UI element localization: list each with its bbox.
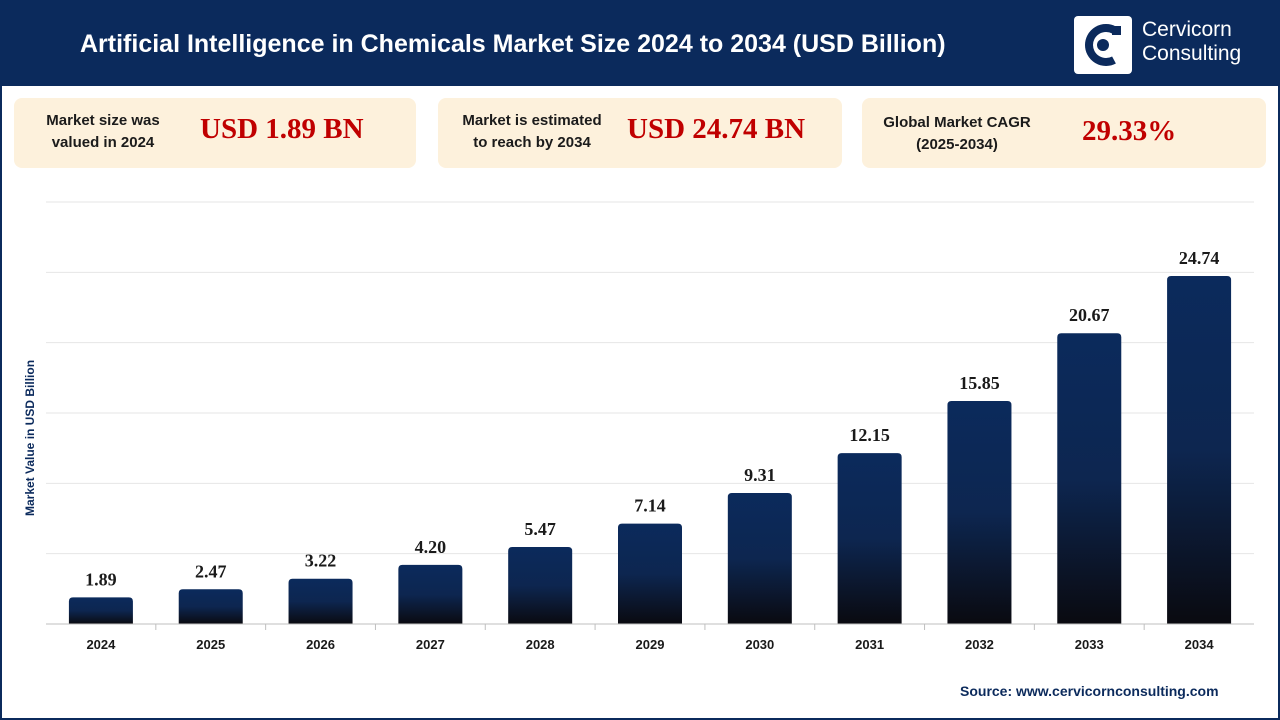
bar-2031 [837,453,902,624]
bar-2033 [1057,333,1122,624]
value-label-2028: 5.47 [524,519,556,539]
value-label-2029: 7.14 [634,496,666,516]
value-label-2033: 20.67 [1069,305,1110,325]
x-tick-label-2030: 2030 [745,637,774,652]
chart-bars [68,275,1232,624]
stat-card-label: Global Market CAGR (2025-2034) [872,112,1042,156]
bar-2032 [947,401,1012,624]
value-label-2031: 12.15 [849,425,890,445]
stat-card-value: USD 24.74 BN [627,113,806,145]
stat-card-label-line: valued in 2024 [51,134,155,151]
stat-card-label-line: Market is estimated [462,112,602,129]
header-banner: Artificial Intelligence in Chemicals Mar… [2,2,1278,86]
bar-2030 [727,493,792,624]
stat-card-label-line: Market size was [46,112,160,129]
value-label-2030: 9.31 [744,465,776,485]
x-tick-label-2029: 2029 [636,637,665,652]
value-label-2034: 24.74 [1179,248,1220,268]
x-tick-label-2026: 2026 [306,637,335,652]
bar-2027 [398,564,463,624]
stat-card-label-line: to reach by 2034 [473,134,591,151]
logo-line-2: Consulting [1142,42,1242,65]
stat-card-value: 29.33% [1082,115,1177,147]
stat-card-label: Market size was valued in 2024 [28,110,178,154]
stat-card-label: Market is estimated to reach by 2034 [444,110,620,154]
stat-card-label-line: (2025-2034) [916,136,998,153]
bar-2034 [1167,275,1232,624]
value-label-2025: 2.47 [195,561,227,581]
y-axis-label: Market Value in USD Billion [23,360,37,516]
bar-2026 [288,578,353,624]
stat-card-label-line: Global Market CAGR [883,114,1031,131]
x-tick-label-2025: 2025 [196,637,225,652]
stat-card-cagr: Global Market CAGR (2025-2034) 29.33% [862,98,1266,168]
value-label-2024: 1.89 [85,569,117,589]
bar-2029 [618,523,682,624]
bar-2025 [178,589,243,624]
x-tick-label-2028: 2028 [526,637,555,652]
chart-gridlines [46,201,1254,555]
logo-line-1: Cervicorn [1142,18,1232,41]
bar-2024 [68,597,133,624]
value-label-2026: 3.22 [305,551,337,571]
x-tick-label-2027: 2027 [416,637,445,652]
bar-2028 [508,547,573,624]
chart-x-tick-labels: 2024 2025 2026 2027 2028 2029 2030 2031 2032 2033… [86,624,1214,652]
x-tick-label-2024: 2024 [86,637,116,652]
stat-card-value: USD 1.89 BN [200,113,364,145]
value-label-2032: 15.85 [959,373,1000,393]
logo-wordmark: Cervicorn Consulting [1142,18,1241,66]
cervicorn-logo-icon [1074,16,1132,74]
x-tick-label-2034: 2034 [1185,637,1215,652]
stat-card-market-size-2024: Market size was valued in 2024 USD 1.89 … [14,98,416,168]
value-label-2027: 4.20 [415,537,447,557]
x-tick-label-2032: 2032 [965,637,994,652]
chart-value-labels: 1.89 2.47 3.22 4.20 5.47 7.14 9.31 12.15 15.85 20… [85,248,1219,589]
page-title: Artificial Intelligence in Chemicals Mar… [80,30,946,58]
stat-card-market-size-2034: Market is estimated to reach by 2034 USD… [438,98,842,168]
x-tick-label-2033: 2033 [1075,637,1104,652]
x-tick-label-2031: 2031 [855,637,884,652]
source-credit: Source: www.cervicornconsulting.com [960,683,1219,699]
